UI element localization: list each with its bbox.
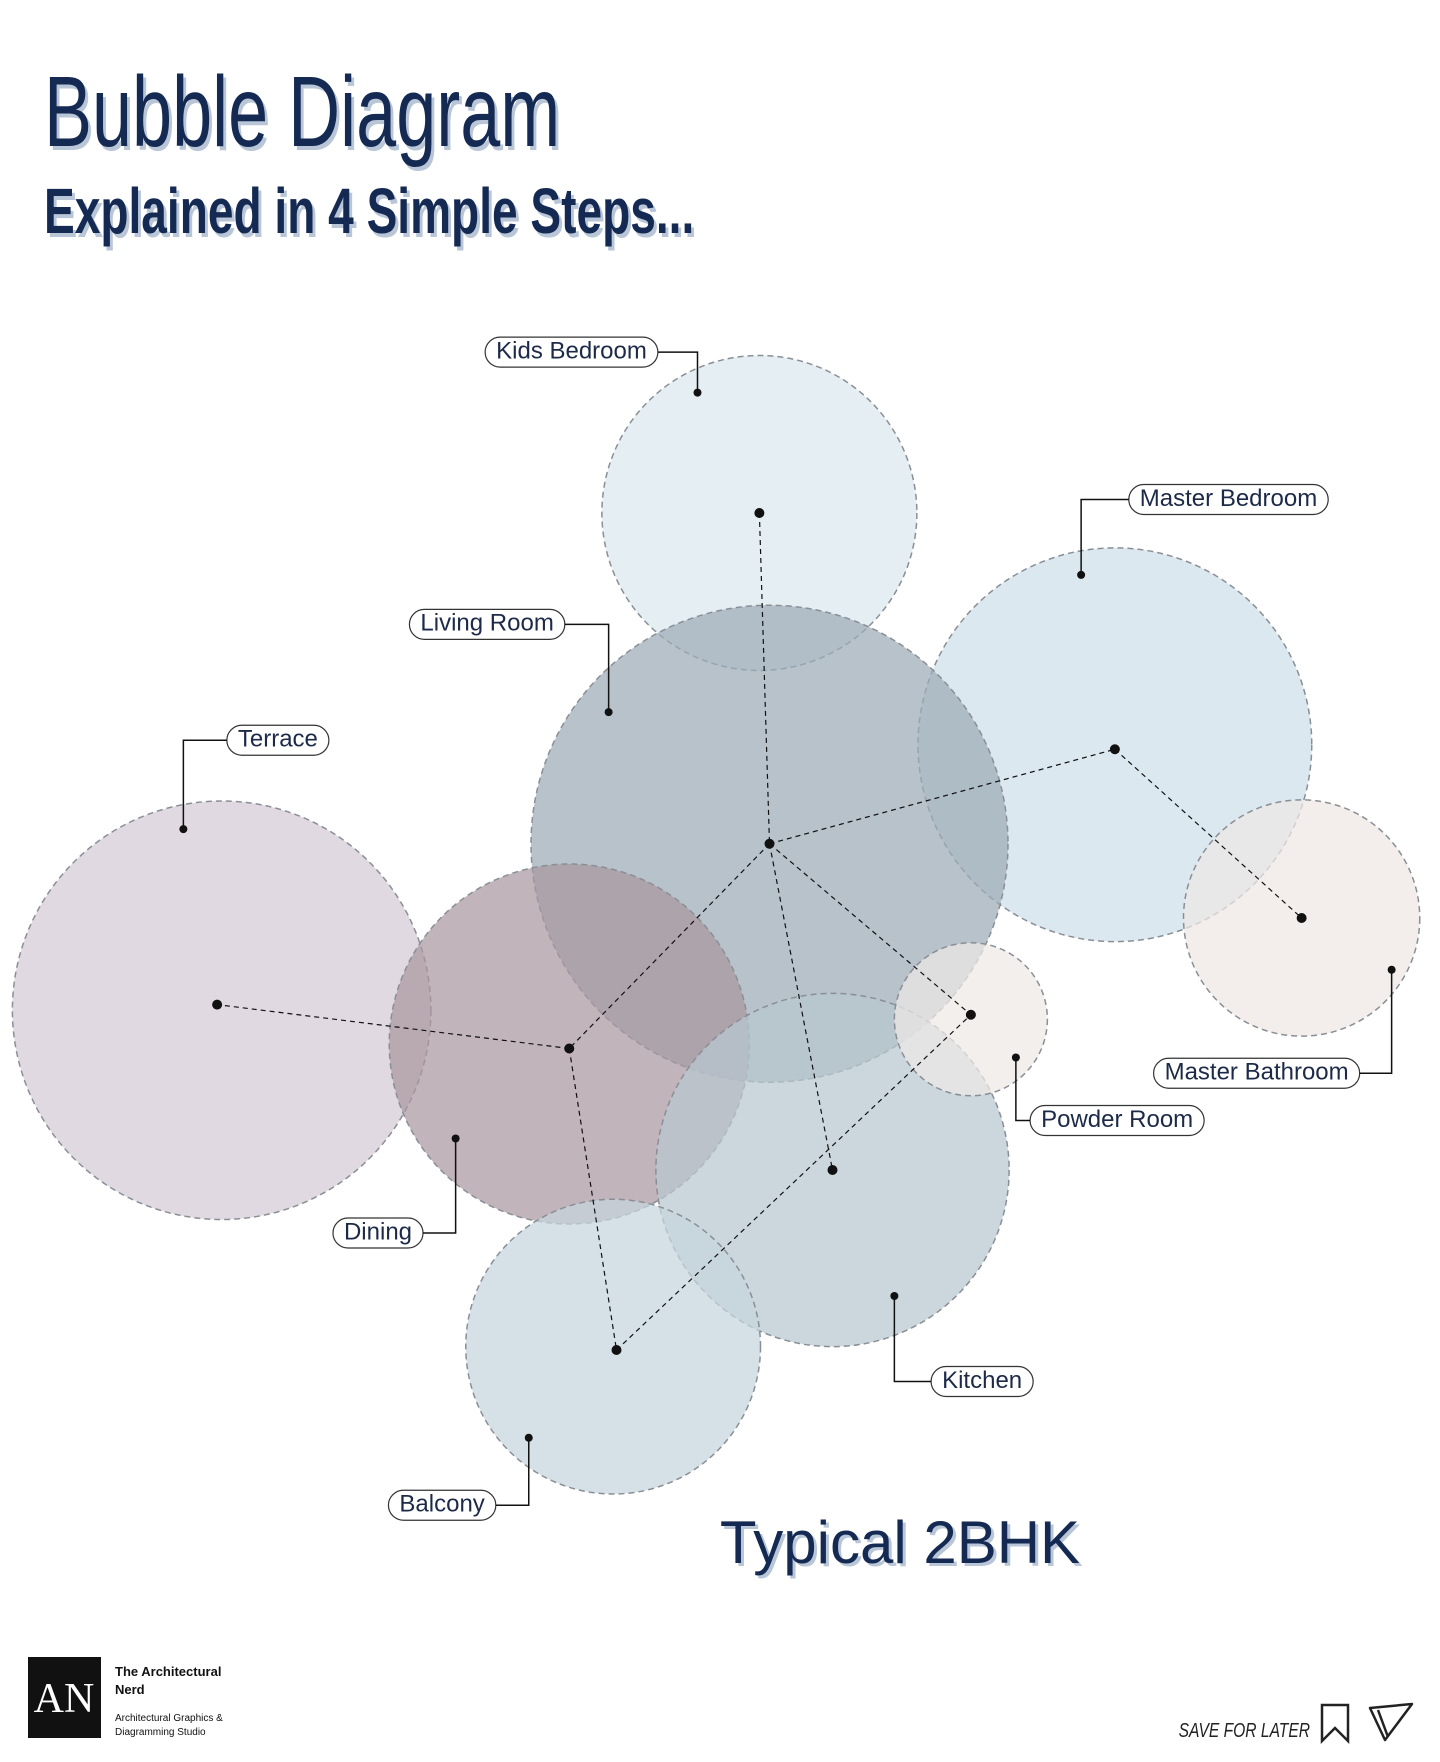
bubble	[11, 800, 432, 1221]
link	[616, 1014, 972, 1351]
leader-line	[893, 1296, 932, 1383]
subtitle: Explained in 4 Simple Steps...	[44, 176, 694, 247]
link	[568, 1048, 618, 1351]
room-label: Living Room	[420, 610, 553, 637]
node-dot	[1296, 913, 1307, 923]
node-dot	[754, 508, 765, 518]
node-dot	[564, 1043, 575, 1054]
brand-line: Nerd	[115, 1682, 145, 1697]
save-text[interactable]: SAVE FOR LATER	[1179, 1719, 1310, 1741]
leader-dot	[1077, 570, 1086, 579]
node-dot	[764, 838, 775, 849]
bubbles	[11, 354, 1421, 1495]
link	[769, 843, 972, 1016]
tagline-line: Architectural Graphics &	[115, 1713, 223, 1724]
leader-line	[564, 623, 610, 713]
leader-line	[1359, 969, 1393, 1074]
link	[769, 748, 1116, 845]
node-dot	[827, 1165, 838, 1175]
title: Bubble Diagram	[44, 56, 560, 167]
room-label: Master Bedroom	[1140, 485, 1317, 512]
link	[1114, 748, 1303, 919]
leader-dot	[179, 825, 188, 834]
room-label: Powder Room	[1041, 1106, 1193, 1133]
leader-line	[1015, 1057, 1031, 1122]
leader-dot	[1387, 965, 1396, 974]
leader-line	[423, 1138, 457, 1234]
links	[212, 508, 1307, 1355]
room-label: Kitchen	[942, 1367, 1022, 1394]
title-shadow: Bubble Diagram	[47, 60, 563, 171]
caption-shadow: Typical 2BHK	[723, 1512, 1083, 1579]
leader-dot	[1011, 1053, 1020, 1062]
room-label: Terrace	[238, 726, 318, 753]
room-label: Dining	[344, 1218, 412, 1245]
node-dot	[212, 999, 223, 1010]
tagline-line: Diagramming Studio	[115, 1727, 206, 1738]
leader-line	[1080, 498, 1129, 575]
logo: AN	[34, 1676, 95, 1722]
node-dot	[611, 1345, 622, 1355]
node-dot	[965, 1009, 976, 1020]
room-label: Master Bathroom	[1165, 1059, 1349, 1086]
leader-dot	[451, 1134, 460, 1143]
link	[568, 843, 770, 1049]
title-group: Bubble Diagram Bubble Diagram Explained …	[44, 56, 697, 250]
share-icon[interactable]	[1368, 1702, 1414, 1742]
subtitle-shadow: Explained in 4 Simple Steps...	[47, 180, 697, 251]
node-dot	[1109, 744, 1120, 755]
link	[768, 843, 834, 1171]
leader-dot	[890, 1292, 899, 1300]
leader-dot	[604, 708, 613, 717]
brand-line: The Architectural	[115, 1664, 221, 1679]
labels: Kids Bedroom Master Bedroom Living Room Ter…	[179, 336, 1396, 1521]
room-label: Kids Bedroom	[496, 337, 647, 364]
leader-line	[657, 351, 699, 393]
leader-dot	[693, 388, 702, 397]
caption: Typical 2BHK	[720, 1509, 1080, 1576]
leader-dot	[524, 1433, 533, 1442]
link	[758, 512, 771, 844]
leader-line	[495, 1437, 530, 1506]
room-label: Balcony	[399, 1491, 484, 1518]
leader-line	[182, 739, 227, 830]
bookmark-icon[interactable]	[1320, 1703, 1350, 1745]
logo-box	[28, 1657, 101, 1738]
